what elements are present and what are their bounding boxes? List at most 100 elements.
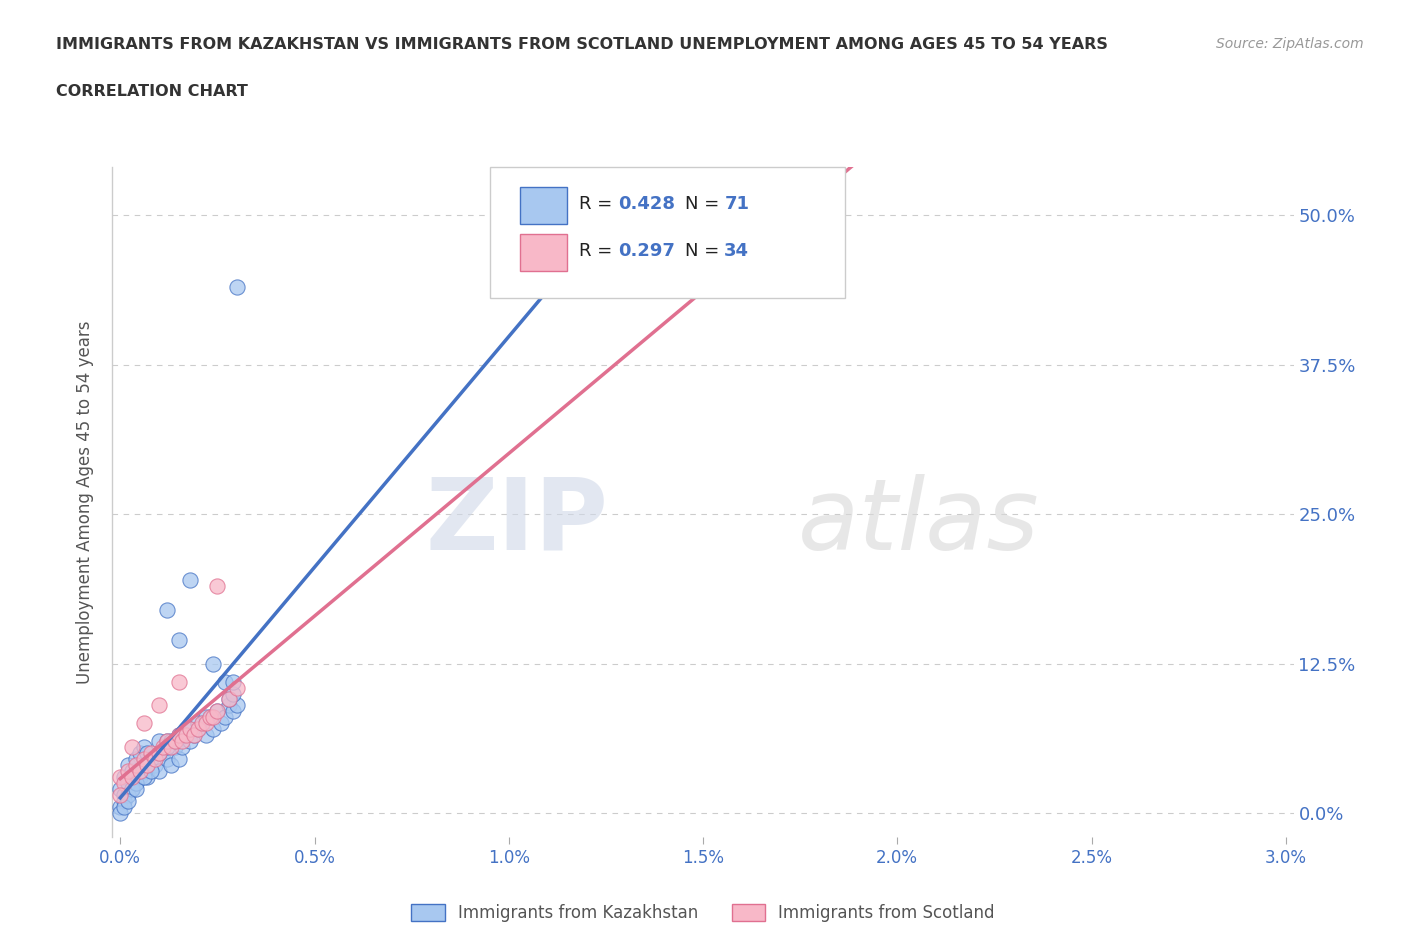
Point: [125, 776, 148, 790]
Point: [125, 776, 148, 790]
Point: [194, 710, 217, 724]
Point: [141, 764, 163, 778]
Point: [132, 740, 155, 755]
Point: [167, 632, 190, 647]
Point: [112, 793, 135, 808]
Text: ZIP: ZIP: [426, 473, 609, 571]
Point: [141, 751, 163, 766]
Point: [156, 751, 179, 766]
Point: [148, 734, 170, 749]
FancyBboxPatch shape: [520, 188, 567, 224]
Text: N =: N =: [685, 242, 725, 260]
Point: [198, 710, 221, 724]
Point: [222, 704, 245, 719]
Point: [159, 758, 181, 773]
Point: [187, 722, 209, 737]
Point: [117, 793, 139, 808]
Point: [148, 746, 170, 761]
Point: [163, 734, 186, 749]
Point: [187, 722, 209, 737]
Point: [194, 728, 217, 743]
Point: [156, 603, 179, 618]
Point: [167, 674, 190, 689]
Point: [172, 734, 194, 749]
Point: [128, 764, 150, 778]
Point: [121, 782, 143, 797]
Point: [117, 776, 139, 790]
Point: [202, 722, 225, 737]
Point: [121, 770, 143, 785]
Point: [207, 704, 229, 719]
Point: [187, 716, 209, 731]
Text: IMMIGRANTS FROM KAZAKHSTAN VS IMMIGRANTS FROM SCOTLAND UNEMPLOYMENT AMONG AGES 4: IMMIGRANTS FROM KAZAKHSTAN VS IMMIGRANTS…: [56, 37, 1108, 52]
Point: [132, 770, 155, 785]
Point: [156, 740, 179, 755]
Point: [172, 740, 194, 755]
Point: [121, 740, 143, 755]
Point: [136, 746, 159, 761]
Point: [136, 758, 159, 773]
Point: [218, 692, 240, 707]
Point: [117, 758, 139, 773]
Point: [136, 758, 159, 773]
Point: [207, 704, 229, 719]
Text: 0.297: 0.297: [619, 242, 675, 260]
Text: 34: 34: [724, 242, 749, 260]
Point: [218, 698, 240, 713]
Point: [132, 751, 155, 766]
Point: [163, 734, 186, 749]
Point: [163, 740, 186, 755]
Point: [110, 770, 132, 785]
Point: [159, 734, 181, 749]
Point: [167, 728, 190, 743]
Point: [148, 698, 170, 713]
Point: [183, 728, 205, 743]
Point: [152, 746, 174, 761]
Point: [128, 770, 150, 785]
Point: [183, 728, 205, 743]
Point: [167, 728, 190, 743]
Point: [152, 740, 174, 755]
Point: [117, 788, 139, 803]
Point: [209, 716, 232, 731]
Point: [110, 800, 132, 815]
Point: [214, 674, 236, 689]
Point: [143, 751, 166, 766]
Text: 0.428: 0.428: [619, 195, 675, 213]
Text: R =: R =: [579, 195, 619, 213]
Point: [121, 782, 143, 797]
Point: [132, 764, 155, 778]
Point: [172, 728, 194, 743]
Point: [125, 782, 148, 797]
Point: [179, 573, 201, 588]
Point: [202, 710, 225, 724]
Text: R =: R =: [579, 242, 619, 260]
Point: [222, 686, 245, 701]
Point: [214, 710, 236, 724]
Point: [159, 740, 181, 755]
Point: [112, 800, 135, 815]
Point: [179, 734, 201, 749]
Point: [128, 764, 150, 778]
Point: [207, 578, 229, 593]
Point: [112, 776, 135, 790]
Point: [128, 746, 150, 761]
Point: [110, 782, 132, 797]
Point: [110, 788, 132, 803]
Y-axis label: Unemployment Among Ages 45 to 54 years: Unemployment Among Ages 45 to 54 years: [76, 321, 94, 684]
Text: CORRELATION CHART: CORRELATION CHART: [56, 84, 247, 99]
Point: [225, 680, 247, 695]
Point: [225, 698, 247, 713]
Point: [191, 716, 214, 731]
Point: [198, 710, 221, 724]
Point: [222, 674, 245, 689]
Point: [136, 770, 159, 785]
Text: atlas: atlas: [797, 473, 1039, 571]
Point: [141, 746, 163, 761]
Point: [125, 751, 148, 766]
Point: [148, 764, 170, 778]
Point: [179, 722, 201, 737]
Point: [179, 722, 201, 737]
Point: [167, 751, 190, 766]
Point: [121, 764, 143, 778]
